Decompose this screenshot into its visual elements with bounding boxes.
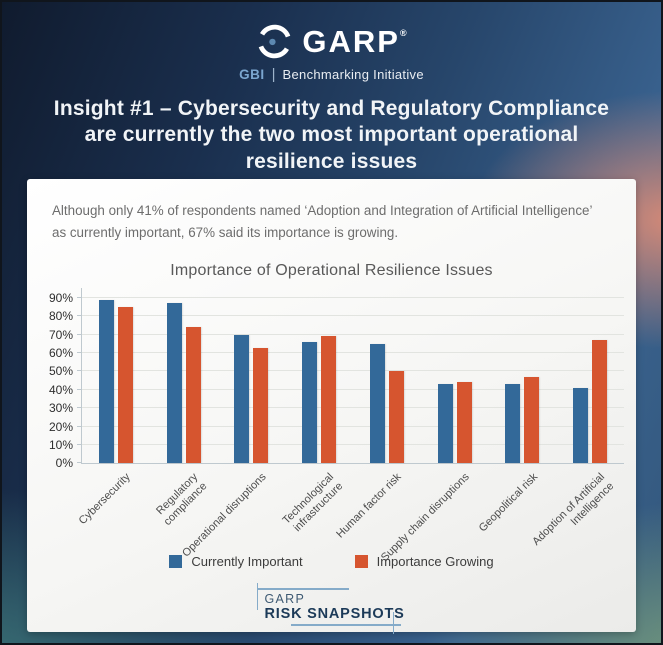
garp-logo: GARP® <box>2 2 661 60</box>
y-tick-label: 60% <box>48 346 73 361</box>
y-axis-tick <box>77 296 82 298</box>
gridline <box>82 370 624 372</box>
garp-swirl-icon <box>259 24 291 59</box>
y-tick-label: 50% <box>48 364 73 379</box>
bracket-line-right <box>392 612 394 635</box>
bar-currently-important <box>302 341 318 464</box>
y-axis: 0% 10% 20% 30% 40% 50% 60% 70% 80% 90% <box>37 288 81 470</box>
footer-risk-snapshots-label: RISK SNAPSHOTS <box>264 606 405 623</box>
plot-area <box>77 288 624 465</box>
legend-label: Importance Growing <box>376 554 494 570</box>
bar-group <box>489 288 557 464</box>
x-category-label: Cybersecurity <box>76 471 133 528</box>
bar-group <box>218 288 286 464</box>
bar-currently-important <box>166 303 182 464</box>
gridline <box>82 352 624 354</box>
y-axis-tick <box>77 388 82 390</box>
y-tick-label: 80% <box>48 309 73 324</box>
gridline <box>82 296 624 298</box>
bar-currently-important <box>505 384 521 464</box>
y-axis-tick <box>77 370 82 372</box>
chart-legend: Currently Important Importance Growing <box>27 554 636 569</box>
legend-item: Importance Growing <box>354 554 494 570</box>
legend-swatch <box>354 555 368 569</box>
y-tick-label: 70% <box>48 327 73 342</box>
bar-group <box>82 288 150 464</box>
insight-title: Insight #1 – Cybersecurity and Regulator… <box>53 97 610 173</box>
footer-garp-label: GARP <box>264 592 306 607</box>
bar-currently-important <box>369 343 385 464</box>
legend-item: Currently Important <box>169 554 303 570</box>
y-tick-label: 0% <box>55 456 73 471</box>
bracket-line-top <box>256 588 349 590</box>
legend-label: Currently Important <box>191 554 303 570</box>
y-tick-label: 20% <box>48 419 73 434</box>
bar-group <box>285 288 353 464</box>
y-tick-label: 40% <box>48 382 73 397</box>
x-category-label: Geopolitical risk <box>476 471 540 535</box>
gridline <box>82 388 624 390</box>
y-tick-label: 90% <box>48 290 73 305</box>
risk-snapshots-brand: GARP RISK SNAPSHOTS <box>247 583 417 635</box>
bar-importance-growing <box>524 376 540 464</box>
x-category-label: Human factor risk <box>334 471 404 541</box>
gridline <box>82 315 624 317</box>
bar-group <box>421 288 489 464</box>
legend-swatch <box>169 555 183 569</box>
bar-group <box>556 288 624 464</box>
gridline <box>82 333 624 335</box>
benchmarking-initiative-label: Benchmarking Initiative <box>282 67 424 82</box>
bar-currently-important <box>234 334 250 464</box>
garp-wordmark: GARP® <box>302 24 407 59</box>
bar-importance-growing <box>321 336 337 464</box>
gridline <box>82 407 624 409</box>
registered-mark: ® <box>399 28 407 38</box>
insight-note: Although only 41% of respondents named ‘… <box>52 203 592 240</box>
y-axis-tick <box>77 462 82 464</box>
bar-currently-important <box>437 384 453 464</box>
bracket-line-bottom <box>290 624 401 626</box>
y-axis-tick <box>77 425 82 427</box>
bar-currently-important <box>98 299 114 464</box>
bar-importance-growing <box>388 371 404 464</box>
y-axis-tick <box>77 333 82 335</box>
bar-currently-important <box>573 387 589 464</box>
bar-chart: 0% 10% 20% 30% 40% 50% 60% 70% 80% 90% <box>37 288 624 470</box>
bracket-line-left <box>256 583 258 611</box>
bar-group <box>150 288 218 464</box>
x-axis-labels: Cybersecurity Regulatory compliance Operat… <box>76 464 624 564</box>
y-tick-label: 10% <box>48 438 73 453</box>
bar-importance-growing <box>185 327 201 464</box>
gbi-subbrand: GBI | Benchmarking Initiative <box>2 66 661 83</box>
gridline <box>82 444 624 446</box>
bar-importance-growing <box>117 307 133 464</box>
bar-importance-growing <box>456 382 472 464</box>
y-axis-tick <box>77 352 82 354</box>
gridline <box>82 425 624 427</box>
content-card: Although only 41% of respondents named ‘… <box>27 179 636 635</box>
y-axis-tick <box>77 444 82 446</box>
x-category-label: Technological infrastructure <box>280 471 346 535</box>
gbi-divider: | <box>271 66 276 83</box>
bar-group <box>353 288 421 464</box>
gbi-label: GBI <box>239 67 265 82</box>
x-category-label: Adoption of Artificial Intelligence <box>530 471 617 549</box>
y-axis-tick <box>77 315 82 317</box>
y-axis-tick <box>77 407 82 409</box>
bar-importance-growing <box>253 347 269 464</box>
y-tick-label: 30% <box>48 401 73 416</box>
chart-title: Importance of Operational Resilience Iss… <box>170 262 493 280</box>
bar-importance-growing <box>592 340 608 464</box>
